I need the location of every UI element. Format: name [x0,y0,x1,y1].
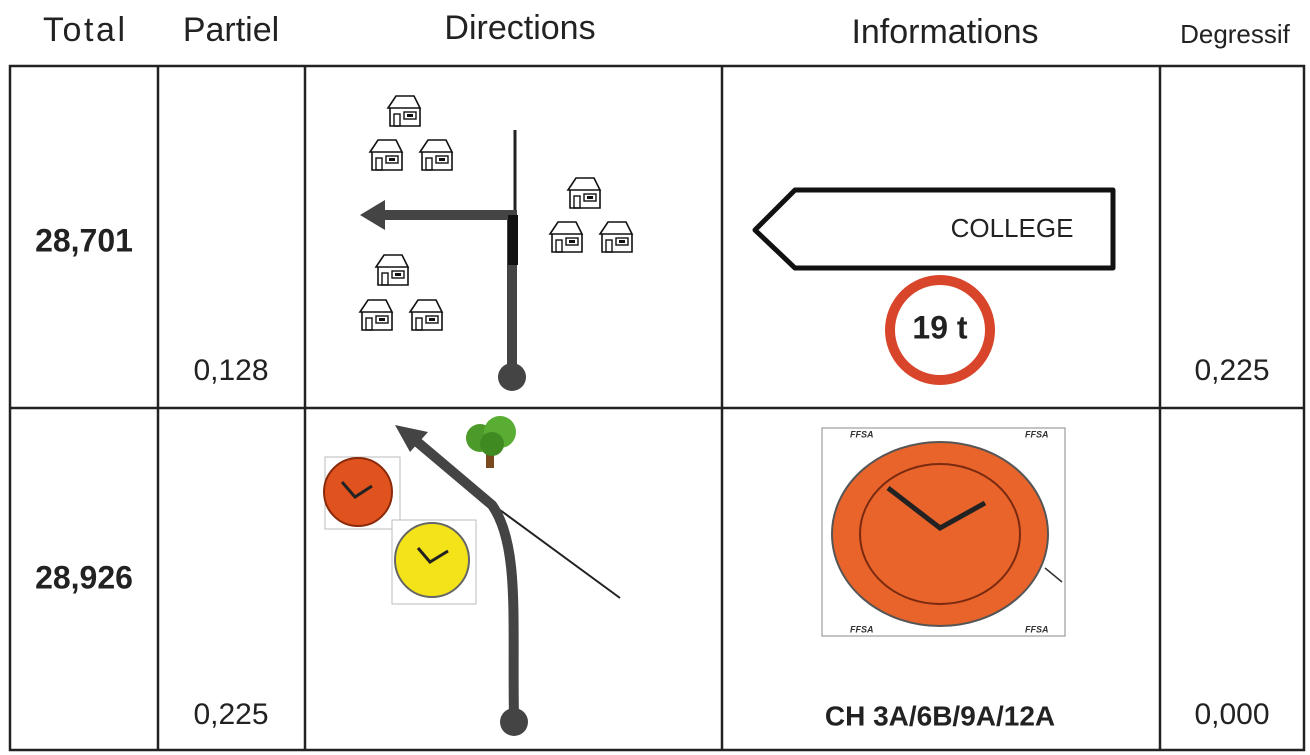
header: Total Partiel Directions Informations De… [43,9,1291,51]
info-caption: CH 3A/6B/9A/12A [825,700,1055,731]
timing-clock: FFSA FFSA FFSA FFSA CH 3A/6B/9A/12A [821,427,1066,731]
table-grid [8,64,1306,752]
header-directions: Directions [444,9,595,47]
direction-diagram [359,95,633,391]
clock-brand: FFSA [1025,429,1049,439]
clock-brand: FFSA [850,429,874,439]
partiel: 0,128 [193,354,268,387]
header-informations: Informations [851,13,1038,51]
header-total: Total [43,11,125,49]
total: 28,701 [35,222,133,258]
header-degressif: Degressif [1180,19,1291,49]
direction-diagram [323,416,621,736]
weight-limit: 19 t [912,309,967,345]
clock-brand: FFSA [1025,624,1049,634]
direction-sign: COLLEGE 19 t [752,187,1116,385]
degressif: 0,225 [1194,354,1269,387]
clock-brand: FFSA [850,624,874,634]
total: 28,926 [35,559,133,595]
degressif: 0,000 [1194,698,1269,731]
sign-text: COLLEGE [951,213,1074,243]
header-partiel: Partiel [183,11,279,49]
partiel: 0,225 [193,698,268,731]
